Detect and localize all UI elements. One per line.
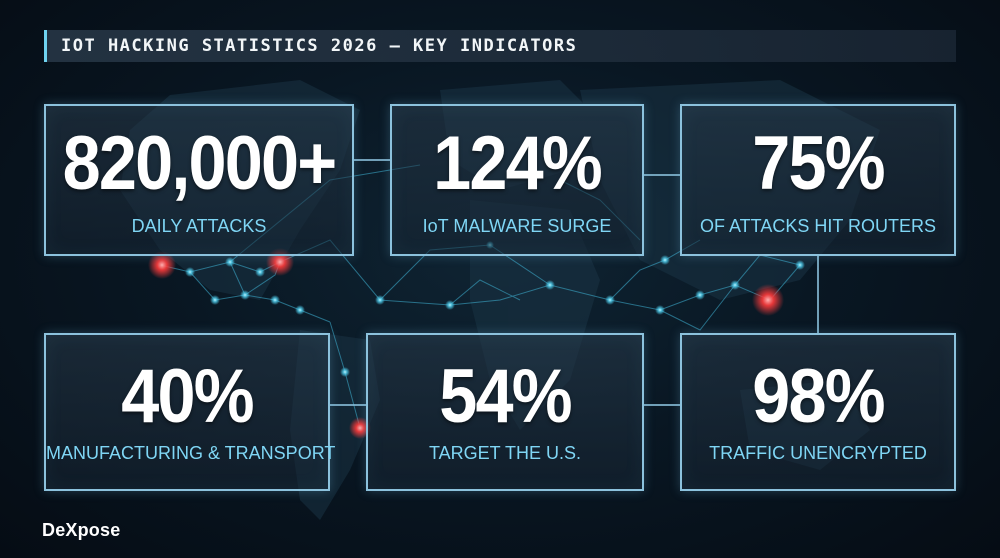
stat-value: 40% [121, 354, 254, 439]
stat-value: 820,000+ [62, 121, 338, 206]
page-title: IOT HACKING STATISTICS 2026 — KEY INDICA… [61, 36, 578, 56]
brand-logo: DeXpose [42, 520, 121, 540]
stat-card-malware-surge: 124% IoT MALWARE SURGE [390, 104, 644, 256]
stat-value: 75% [752, 121, 885, 206]
stat-label: IoT MALWARE SURGE [422, 216, 612, 236]
stat-label: OF ATTACKS HIT ROUTERS [699, 216, 937, 236]
stat-card-manufacturing: 40% MANUFACTURING & TRANSPORT [44, 333, 336, 491]
stat-card-target-us: 54% TARGET THE U.S. [366, 333, 644, 491]
stat-value: 54% [439, 354, 572, 439]
stat-label: TRAFFIC UNENCRYPTED [709, 443, 927, 463]
card-connectors [330, 159, 819, 406]
stat-label: DAILY ATTACKS [131, 216, 267, 236]
title-bar: IOT HACKING STATISTICS 2026 — KEY INDICA… [44, 30, 956, 62]
network-nodes [185, 241, 805, 377]
stat-value: 124% [433, 121, 603, 206]
stat-label: TARGET THE U.S. [428, 443, 582, 463]
stat-label: MANUFACTURING & TRANSPORT [46, 443, 336, 463]
stat-card-unencrypted: 98% TRAFFIC UNENCRYPTED [680, 333, 956, 491]
stat-card-daily-attacks: 820,000+ DAILY ATTACKS [44, 104, 354, 256]
stat-value: 98% [752, 354, 885, 439]
stat-card-routers: 75% OF ATTACKS HIT ROUTERS [680, 104, 956, 256]
attack-hotspots [148, 248, 784, 439]
